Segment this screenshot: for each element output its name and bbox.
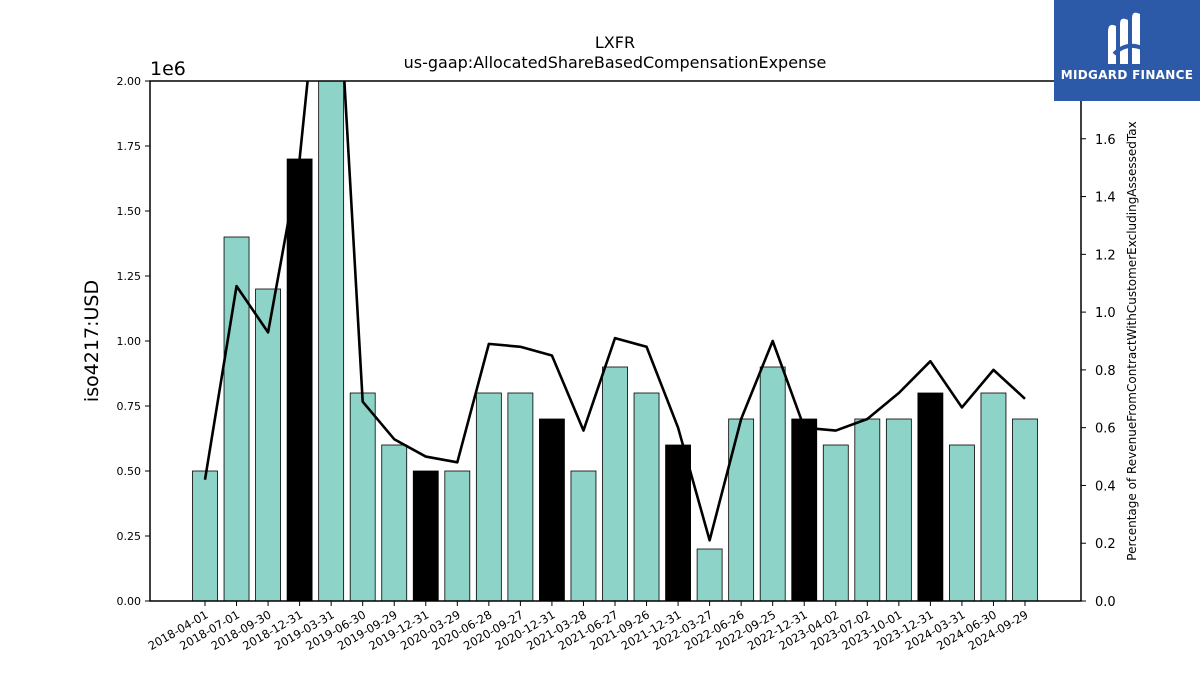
bar-2019-03-31 bbox=[318, 81, 345, 601]
bar-2020-09-27 bbox=[507, 392, 534, 601]
bar-2022-12-31 bbox=[791, 418, 818, 601]
bar-2018-09-30 bbox=[255, 288, 281, 601]
bar-2020-06-28 bbox=[475, 392, 502, 601]
bar-2018-04-01 bbox=[192, 470, 218, 601]
bar-2021-12-31 bbox=[665, 444, 691, 601]
bar-2022-03-27 bbox=[696, 548, 723, 601]
ratio-line bbox=[203, 81, 1026, 542]
y2-tick-label: 1.2 bbox=[1095, 248, 1116, 263]
bar-2023-04-02 bbox=[822, 444, 849, 601]
y2-axis-label: Percentage of RevenueFromContractWithCus… bbox=[1125, 121, 1139, 560]
y2-tick-label: 0.0 bbox=[1095, 595, 1116, 610]
y2-tick-label: 0.2 bbox=[1095, 537, 1116, 552]
bars-group bbox=[192, 81, 1038, 601]
y2-tick-label: 1.6 bbox=[1095, 133, 1116, 148]
bar-2023-07-02 bbox=[854, 418, 881, 601]
bar-2024-06-30 bbox=[980, 392, 1007, 601]
y2-tick-label: 1.0 bbox=[1095, 306, 1116, 321]
y2-tick-label: 0.4 bbox=[1095, 479, 1116, 494]
bar-2018-12-31 bbox=[286, 158, 313, 601]
bar-2019-12-31 bbox=[412, 470, 439, 601]
bar-2021-09-26 bbox=[633, 392, 660, 601]
y2-tick-label: 1.4 bbox=[1095, 191, 1116, 206]
y-tick-label: 0.00 bbox=[117, 595, 142, 608]
y-tick-label: 1.75 bbox=[117, 140, 142, 153]
y-offset-label: 1e6 bbox=[150, 58, 186, 80]
bar-2023-10-01 bbox=[885, 418, 912, 601]
y2-tick-label: 0.8 bbox=[1095, 364, 1116, 379]
y2-tick-label: 0.6 bbox=[1095, 422, 1116, 437]
bar-2022-09-25 bbox=[759, 366, 786, 601]
line-group bbox=[203, 81, 1026, 542]
logo: MIDGARD FINANCE bbox=[1054, 0, 1200, 101]
logo-text: MIDGARD FINANCE bbox=[1060, 68, 1194, 82]
y-tick-label: 1.50 bbox=[117, 205, 142, 218]
chart-subtitle: us-gaap:AllocatedShareBasedCompensationE… bbox=[404, 53, 827, 72]
bar-2021-06-27 bbox=[602, 366, 628, 601]
bar-2022-06-26 bbox=[728, 418, 755, 601]
y-tick-label: 0.50 bbox=[117, 465, 142, 478]
y-axis-label: iso4217:USD bbox=[81, 280, 103, 402]
bar-2020-12-31 bbox=[539, 418, 565, 601]
chart-title: LXFR bbox=[595, 33, 635, 52]
bar-2023-12-31 bbox=[917, 392, 944, 601]
bar-2021-03-28 bbox=[570, 470, 597, 601]
bar-2019-06-30 bbox=[349, 392, 376, 601]
y-tick-label: 0.25 bbox=[117, 530, 142, 543]
bar-2024-09-29 bbox=[1012, 418, 1038, 601]
y-tick-label: 1.00 bbox=[117, 335, 142, 348]
logo-mark-icon bbox=[1108, 12, 1147, 65]
y-tick-label: 1.25 bbox=[117, 270, 142, 283]
y-tick-label: 2.00 bbox=[117, 75, 142, 88]
bar-2024-03-31 bbox=[949, 444, 975, 601]
y-tick-label: 0.75 bbox=[117, 400, 142, 413]
bar-2019-09-29 bbox=[381, 444, 408, 601]
bar-2020-03-29 bbox=[444, 470, 471, 601]
